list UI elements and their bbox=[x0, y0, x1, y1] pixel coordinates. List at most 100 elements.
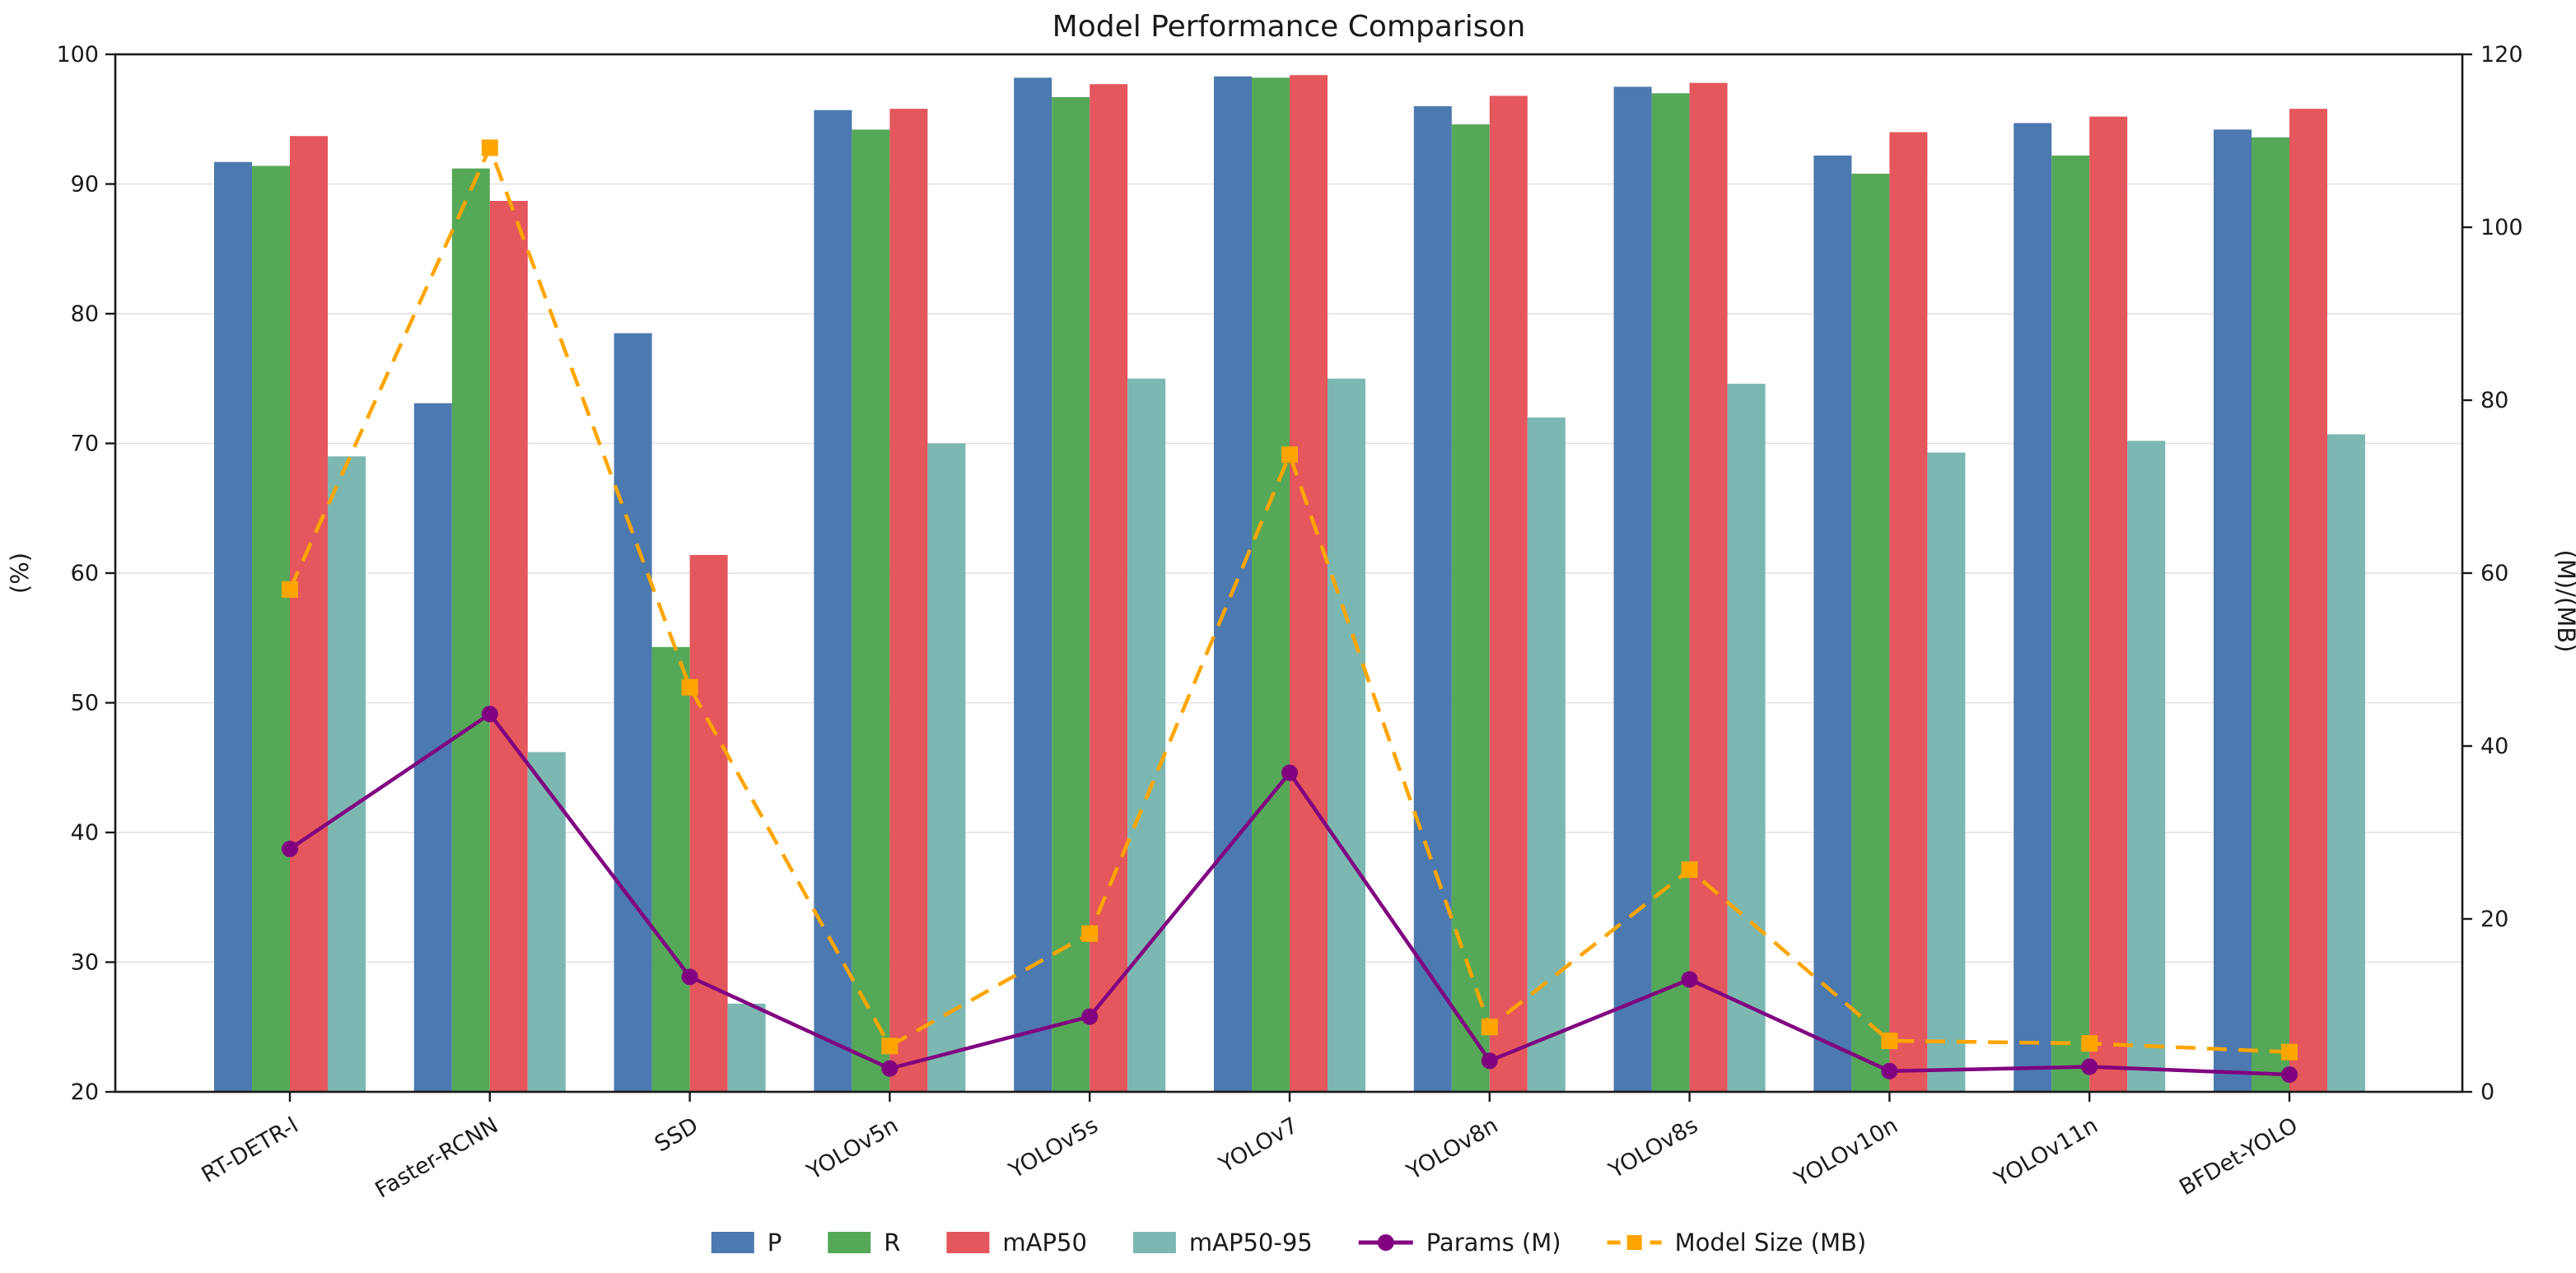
bar bbox=[1290, 75, 1328, 1093]
x-tick-label: YOLOv7 bbox=[1214, 1112, 1302, 1178]
bar bbox=[290, 136, 328, 1093]
bar-series bbox=[214, 75, 2365, 1093]
legend-label: R bbox=[884, 1229, 900, 1257]
x-tick-label: SSD bbox=[651, 1112, 702, 1157]
data-point bbox=[1281, 764, 1298, 781]
x-tick-label: YOLOv5n bbox=[802, 1112, 903, 1185]
legend-label: mAP50 bbox=[1002, 1229, 1086, 1257]
data-point bbox=[1081, 925, 1099, 942]
data-point bbox=[282, 581, 298, 598]
bar bbox=[1889, 132, 1928, 1092]
right-tick-label: 80 bbox=[2480, 388, 2508, 413]
bar bbox=[1090, 84, 1128, 1093]
bar bbox=[1651, 93, 1690, 1092]
bar bbox=[689, 554, 728, 1092]
bar bbox=[2089, 116, 2128, 1093]
bar bbox=[1613, 86, 1652, 1092]
legend-marker bbox=[1626, 1235, 1642, 1250]
bar bbox=[1451, 124, 1490, 1092]
data-point bbox=[1481, 1052, 1498, 1070]
legend-label: mAP50-95 bbox=[1189, 1229, 1313, 1257]
legend-label: P bbox=[768, 1229, 782, 1257]
data-point bbox=[1081, 1008, 1099, 1025]
right-tick-label: 0 bbox=[2480, 1079, 2494, 1105]
bar bbox=[1489, 96, 1528, 1092]
legend-swatch bbox=[711, 1232, 754, 1253]
bar bbox=[2289, 109, 2327, 1092]
data-point bbox=[282, 840, 298, 857]
x-tick-label: RT-DETR-l bbox=[198, 1112, 303, 1188]
left-tick-label: 50 bbox=[71, 691, 99, 716]
data-point bbox=[881, 1060, 898, 1077]
legend-item: mAP50-95 bbox=[1132, 1229, 1313, 1257]
left-tick-label: 20 bbox=[71, 1079, 99, 1105]
bar bbox=[489, 200, 528, 1093]
data-point bbox=[1681, 971, 1698, 988]
x-tick-label: BFDet-YOLO bbox=[2175, 1112, 2302, 1201]
legend-item: P bbox=[711, 1229, 782, 1257]
left-tick-label: 30 bbox=[71, 950, 99, 976]
bar bbox=[1727, 384, 1766, 1092]
data-point bbox=[2281, 1066, 2298, 1083]
left-tick-label: 80 bbox=[71, 301, 99, 327]
data-point bbox=[681, 968, 698, 986]
bar bbox=[1328, 378, 1365, 1092]
right-axis-title: (M)/(MB) bbox=[2552, 550, 2576, 653]
bar bbox=[451, 168, 490, 1093]
bar bbox=[252, 166, 290, 1093]
legend-label: Params (M) bbox=[1426, 1229, 1561, 1257]
legend-item: mAP50 bbox=[946, 1229, 1087, 1257]
bar bbox=[1214, 76, 1252, 1092]
data-point bbox=[681, 678, 698, 696]
data-point bbox=[1881, 1062, 1898, 1079]
legend-swatch bbox=[828, 1232, 871, 1253]
bar bbox=[2252, 137, 2289, 1092]
left-axis-title: (%) bbox=[6, 553, 34, 594]
data-point bbox=[481, 706, 498, 723]
line-series bbox=[282, 139, 2298, 1083]
bar bbox=[651, 646, 690, 1092]
x-tick-label: Faster-RCNN bbox=[371, 1112, 502, 1203]
bar bbox=[889, 109, 928, 1092]
bar bbox=[852, 129, 890, 1093]
bar bbox=[1252, 77, 1290, 1093]
bar bbox=[2051, 155, 2090, 1093]
bar-series-mAP50 bbox=[290, 75, 2327, 1093]
left-tick-label: 40 bbox=[71, 820, 99, 846]
left-tick-label: 90 bbox=[71, 172, 99, 198]
data-point bbox=[881, 1038, 898, 1055]
x-tick-label: YOLOv8s bbox=[1604, 1112, 1702, 1184]
bar bbox=[527, 752, 566, 1092]
bar bbox=[814, 110, 852, 1093]
x-tick-label: YOLOv5s bbox=[1004, 1112, 1102, 1184]
bar bbox=[2327, 434, 2365, 1092]
bar bbox=[927, 443, 966, 1092]
data-point bbox=[1481, 1019, 1498, 1036]
legend-swatch bbox=[946, 1232, 990, 1253]
legend-marker bbox=[1377, 1234, 1394, 1251]
data-point bbox=[2081, 1058, 2098, 1075]
data-point bbox=[2081, 1035, 2098, 1052]
bar bbox=[1127, 378, 1166, 1092]
bar bbox=[2214, 129, 2252, 1093]
bar bbox=[1052, 96, 1090, 1093]
data-point bbox=[1681, 861, 1698, 879]
bar-series-R bbox=[252, 77, 2289, 1093]
legend-item: R bbox=[828, 1229, 900, 1257]
legend-swatch bbox=[1132, 1232, 1176, 1253]
data-point bbox=[481, 139, 498, 156]
bar bbox=[727, 1003, 766, 1092]
bar bbox=[614, 333, 652, 1092]
bar bbox=[1014, 77, 1052, 1093]
x-tick-label: YOLOv10n bbox=[1790, 1112, 1902, 1192]
right-tick-label: 40 bbox=[2480, 734, 2508, 759]
bar-series-mAP50-95 bbox=[328, 378, 2365, 1092]
bar bbox=[214, 161, 252, 1093]
bar bbox=[2014, 123, 2052, 1093]
bar bbox=[2127, 441, 2166, 1092]
bar bbox=[413, 403, 452, 1092]
right-tick-label: 120 bbox=[2480, 42, 2523, 68]
